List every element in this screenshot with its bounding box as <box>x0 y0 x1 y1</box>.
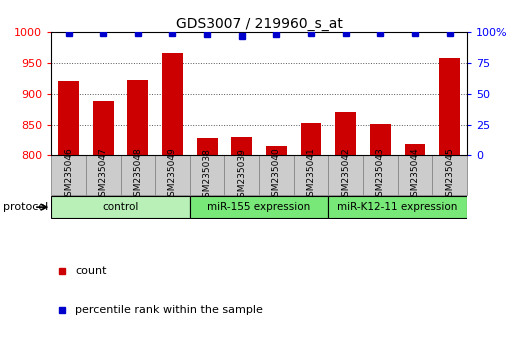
Bar <box>155 155 190 195</box>
Bar <box>51 155 86 195</box>
Text: percentile rank within the sample: percentile rank within the sample <box>75 305 263 315</box>
Text: GSM235049: GSM235049 <box>168 148 177 202</box>
Text: GSM235043: GSM235043 <box>376 148 385 202</box>
Bar <box>398 155 432 195</box>
Bar <box>266 146 287 155</box>
Bar <box>259 155 293 195</box>
Text: GSM235039: GSM235039 <box>237 148 246 202</box>
Bar <box>162 53 183 155</box>
Bar <box>336 112 356 155</box>
Bar <box>51 196 190 218</box>
Bar <box>404 144 425 155</box>
Bar <box>328 196 467 218</box>
Bar <box>58 81 79 155</box>
Bar <box>197 138 218 155</box>
Bar <box>328 155 363 195</box>
Bar <box>370 124 390 155</box>
Text: GSM235045: GSM235045 <box>445 148 454 202</box>
Bar <box>293 155 328 195</box>
Text: GSM235044: GSM235044 <box>410 148 420 202</box>
Text: GSM235046: GSM235046 <box>64 148 73 202</box>
Title: GDS3007 / 219960_s_at: GDS3007 / 219960_s_at <box>175 17 343 31</box>
Text: GSM235047: GSM235047 <box>98 148 108 202</box>
Bar <box>225 155 259 195</box>
Text: GSM235048: GSM235048 <box>133 148 143 202</box>
Bar <box>432 155 467 195</box>
Text: miR-K12-11 expression: miR-K12-11 expression <box>338 202 458 212</box>
Bar <box>363 155 398 195</box>
Bar <box>121 155 155 195</box>
Text: miR-155 expression: miR-155 expression <box>207 202 311 212</box>
Bar <box>439 58 460 155</box>
Bar <box>127 80 148 155</box>
Text: GSM235038: GSM235038 <box>203 148 212 202</box>
Text: GSM235041: GSM235041 <box>306 148 315 202</box>
Text: control: control <box>103 202 139 212</box>
Bar <box>231 137 252 155</box>
Text: GSM235042: GSM235042 <box>341 148 350 202</box>
Bar <box>190 196 328 218</box>
Text: count: count <box>75 266 107 276</box>
Text: GSM235040: GSM235040 <box>272 148 281 202</box>
Bar <box>86 155 121 195</box>
Bar <box>190 155 225 195</box>
Bar <box>301 123 321 155</box>
Bar <box>93 101 114 155</box>
Text: protocol: protocol <box>3 202 48 212</box>
